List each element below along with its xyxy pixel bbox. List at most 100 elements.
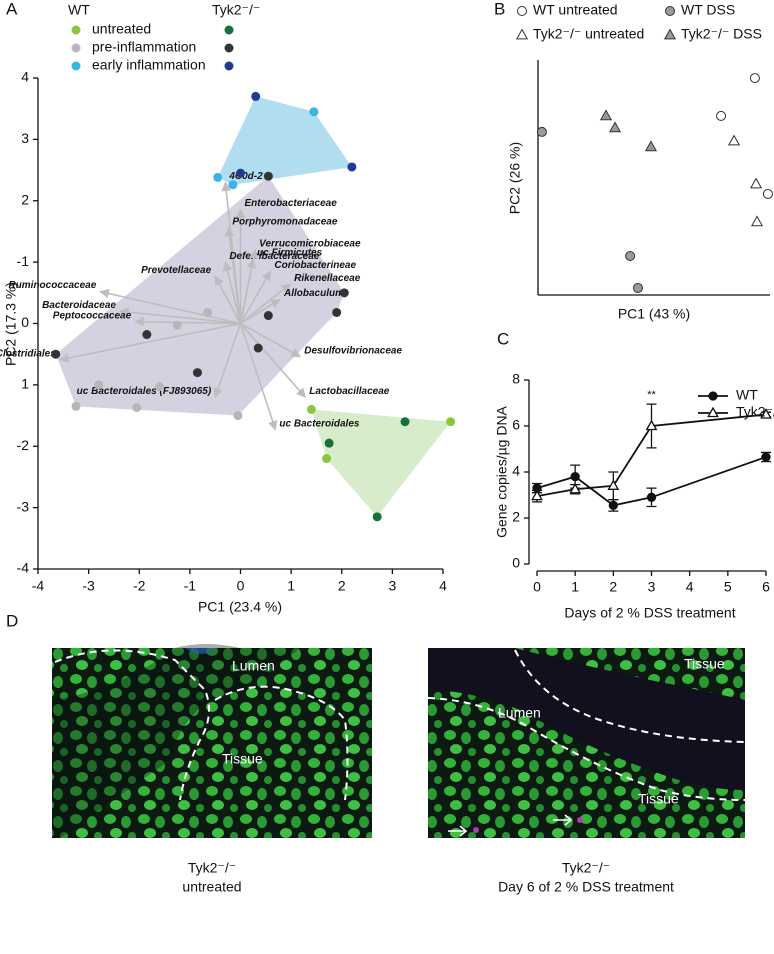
legend-label: WT [736,387,758,403]
point [632,282,643,293]
legend-marker [665,6,675,16]
y-tick-label: -4 [17,560,30,576]
loading-arrow [240,283,291,325]
x-tick-label: 2 [609,579,617,595]
loading-label: Peptococcaceae [53,310,132,321]
legend-group: Tyk2⁻/⁻ [212,2,260,18]
point [228,180,238,190]
x-tick-label: 3 [648,579,656,595]
x-axis-label: PC1 (43 %) [618,306,690,322]
point [727,134,741,146]
point [531,489,543,501]
point [263,311,273,321]
loading-arrow [224,226,242,324]
y-tick-label: 4 [21,69,29,85]
point [569,482,582,494]
loading-arrow [240,322,302,358]
loading-label: Rikenellaceae [294,273,361,284]
point [322,454,332,464]
loading-label: uc Firmicutes [257,248,322,259]
legend-marker [517,6,527,16]
point [192,368,202,378]
x-tick-label: 4 [686,579,694,595]
x-tick-label: -4 [32,578,45,594]
loading-label: Desulfovibrionaceae [304,345,402,356]
point [263,171,273,181]
point [749,73,760,84]
y-tick-label: 2 [512,509,520,525]
point [332,307,342,317]
x-tick-label: 4 [439,578,447,594]
loading-label: Coriobacterineae [274,260,356,271]
panel-label: A [6,0,18,18]
y-tick-label: 4 [512,463,520,479]
group-hull [217,96,352,185]
point [400,417,410,427]
loading-arrow [239,270,272,324]
x-tick-label: 2 [338,578,346,594]
legend-label: Tyk2⁻/⁻ [736,404,774,420]
x-tick-label: -1 [184,578,197,594]
y-axis-label: Gene copies/µg DNA [494,405,510,537]
x-tick-label: 1 [571,579,579,595]
legend-marker [71,43,81,53]
point [750,215,764,227]
point [142,330,152,340]
loading-arrow [239,323,278,431]
legend-label: WT untreated [533,2,618,18]
point [644,140,658,152]
y-tick-label: 2 [21,191,29,207]
legend-label: Tyk2⁻/⁻ DSS [681,26,762,42]
legend-marker [515,28,529,40]
legend-label: WT DSS [681,2,735,18]
x-tick-label: -2 [133,578,146,594]
legend-marker [707,406,719,418]
point [608,500,618,511]
y-axis-label: PC2 (26 %) [507,142,523,214]
loading-label: uc Bacteroidales (FJ893065) [77,386,212,397]
point [625,250,636,261]
legend-marker [71,61,81,71]
x-axis-label: Days of 2 % DSS treatment [564,605,735,621]
y-tick-label: -3 [17,498,30,514]
legend-label: Tyk2⁻/⁻ untreated [533,26,644,42]
point [213,172,223,182]
point [347,162,357,172]
point [233,411,243,421]
loading-arrow [134,317,241,327]
y-tick-label: 0 [512,555,520,571]
x-tick-label: 5 [724,579,732,595]
x-tick-label: -3 [82,578,95,594]
loading-arrow [214,275,242,324]
point [251,91,261,101]
point [155,382,164,392]
loading-arrow [239,258,257,324]
image-label: Lumen [232,658,275,674]
loading-label: Verrucomicrobiaceae [259,238,361,249]
x-tick-label: 3 [388,578,396,594]
loading-label: uc Clostridiales [0,348,56,359]
loading-label: Porphyromonadaceae [232,216,337,227]
y-tick-label: -2 [17,437,30,453]
loading-label: Prevotellaceae [141,265,211,276]
x-tick-label: 0 [533,579,541,595]
y-tick-label: 8 [512,371,520,387]
point [536,126,547,137]
point [762,188,773,199]
legend-marker [224,25,234,35]
loading-label: Allobaculum [283,288,344,299]
point [94,380,104,390]
loading-arrow [99,288,241,325]
x-axis-label: PC1 (23.4 %) [198,599,282,615]
y-tick-label: 6 [512,417,520,433]
legend-marker [224,43,234,53]
point [646,492,657,502]
loading-arrow [222,261,242,324]
point [71,401,81,411]
point [570,471,580,482]
point [716,110,727,121]
point [599,109,613,121]
point [324,438,334,448]
annotation: ** [647,389,656,401]
image-label: Tissue [222,751,263,767]
